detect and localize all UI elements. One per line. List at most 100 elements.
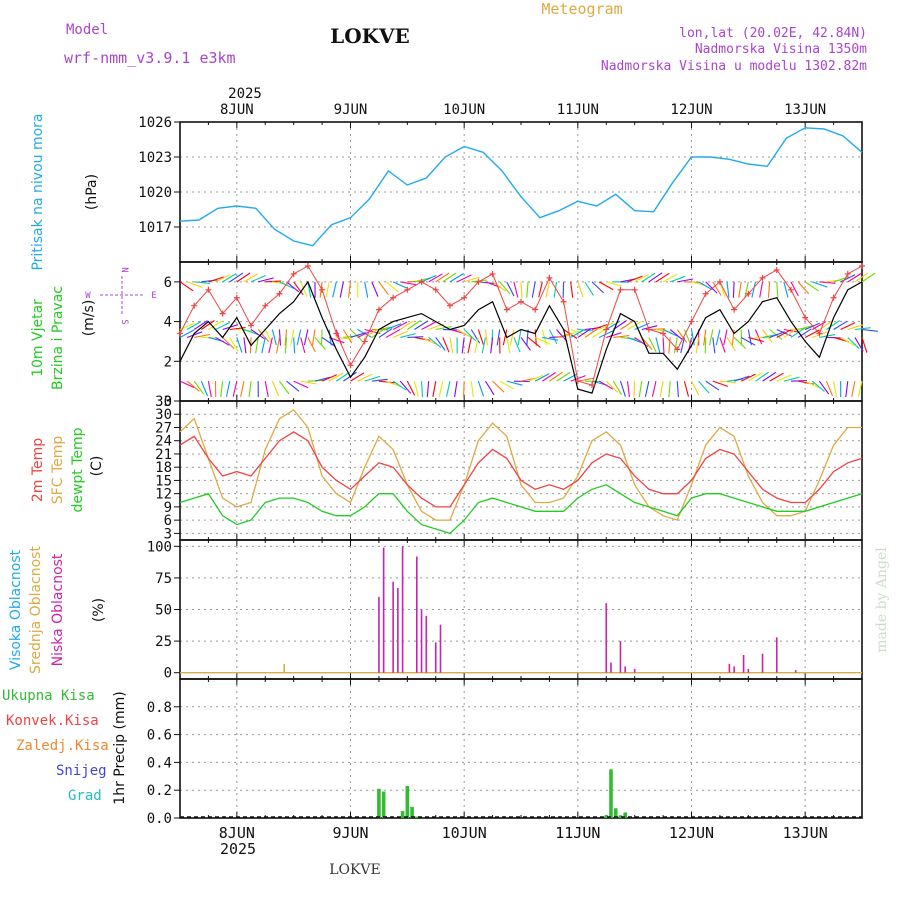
wind-barb [421, 336, 437, 345]
compass-east: E [151, 291, 156, 301]
wind-barb [598, 380, 614, 390]
wind-barb [755, 371, 770, 382]
wind-barb [490, 337, 494, 354]
wind-barb [248, 381, 252, 398]
wind-barb [485, 380, 495, 395]
ytick-label-cloud-0: 0 [164, 666, 172, 682]
footer-station: LOKVE [329, 862, 381, 878]
wind-barb [723, 329, 728, 346]
precip-panel: 0.0 0.2 0.4 0.6 0.8 [147, 678, 863, 827]
wind-barb [527, 337, 541, 348]
wind-barb [712, 281, 722, 296]
ytick-label-cloud-2: 50 [155, 603, 172, 619]
wind-barb [325, 281, 330, 298]
wind-barb [577, 328, 594, 332]
wind-barb [598, 322, 614, 331]
wind-barb [258, 277, 274, 283]
wind-barb [605, 380, 618, 393]
meteogram-title: Meteogram [541, 0, 622, 18]
wind-barb [542, 336, 559, 341]
wind-barb [407, 320, 421, 330]
wind-barb [709, 329, 714, 346]
wind-barb [726, 337, 736, 352]
wind-barb [733, 375, 750, 382]
wind-barb [348, 281, 352, 298]
wind-ylabel-1: 10m Vjetar [30, 299, 46, 377]
wind-barb [627, 321, 642, 330]
ytick-label-pressure-2: 1023 [138, 150, 172, 166]
wind-barb [371, 378, 388, 382]
frame-precip [179, 678, 863, 819]
wind-barb [648, 337, 657, 353]
wind-barb [556, 372, 571, 382]
gust-marker [205, 286, 212, 293]
wind-barb [421, 321, 436, 331]
wind-barb [406, 380, 416, 396]
gust-marker [816, 330, 823, 337]
wind-barb [549, 371, 563, 382]
wind-barb [496, 329, 501, 346]
wind-barb [705, 380, 720, 391]
wind-barb [776, 281, 779, 298]
wind-barb [655, 272, 670, 283]
wind-barb [563, 373, 579, 382]
wind-barb [804, 281, 819, 292]
wind-barb [385, 329, 401, 338]
wind-barb [357, 373, 373, 382]
wind-barb [179, 380, 195, 389]
wind-barb [513, 337, 521, 353]
wind-barb [840, 336, 855, 346]
wind-barb [627, 275, 643, 283]
wind-barb [591, 328, 606, 338]
wind-barb [545, 281, 550, 298]
wind-barb [531, 281, 536, 298]
wind-barb [435, 272, 450, 283]
wind-barb [811, 380, 825, 392]
wind-barb [762, 371, 777, 382]
gust-marker [319, 286, 326, 293]
wind-barb [392, 330, 409, 338]
ytick-label-cloud-4: 100 [147, 539, 172, 555]
temp-2m-line [179, 431, 863, 508]
cloud-ylabel-mid: Srednja Oblacnost [28, 546, 44, 674]
wind-barb [293, 281, 304, 296]
wind-barb [612, 380, 623, 396]
wind-barb [290, 329, 295, 346]
wind-barb [474, 337, 479, 354]
wind-barb [825, 380, 834, 397]
day-label-bottom-0: 8JUN [219, 824, 255, 842]
wind-barb [200, 380, 209, 397]
wind-barb [399, 380, 412, 394]
precip-bar [405, 786, 410, 818]
wind-barb [506, 281, 515, 297]
wind-barb [222, 337, 235, 349]
wind-barb [193, 320, 208, 330]
wind-barb [826, 320, 841, 330]
wind-barb [845, 381, 849, 398]
wind-barb [776, 329, 792, 337]
ytick-label-cloud-1: 25 [155, 634, 172, 650]
ytick-label-wind-0: 0 [164, 394, 172, 410]
day-label-top-4: 12JUN [670, 102, 712, 118]
wind-barb [194, 333, 211, 338]
wind-barb [818, 380, 830, 395]
ytick-label-wind-3: 6 [164, 275, 172, 291]
wind-barb [286, 281, 300, 293]
wind-barb [520, 281, 523, 298]
gust-marker [574, 378, 581, 385]
wind-barb [606, 281, 622, 287]
wind-barb [526, 329, 529, 346]
wind-barb [225, 381, 231, 397]
coordinates: lon,lat (20.02E, 42.84N) [679, 26, 867, 41]
wind-barb [712, 337, 716, 354]
model-altitude: Nadmorska Visina u modelu 1302.82m [601, 59, 867, 74]
wind-barb [193, 380, 205, 395]
gust-marker [532, 306, 539, 313]
wind-barb [526, 281, 529, 298]
wind-barb [492, 380, 505, 393]
legend-snow: Snijeg [56, 763, 107, 779]
ytick-label-precip-1: 0.2 [147, 783, 172, 799]
wind-barb [513, 281, 519, 298]
wind-barb [861, 337, 868, 353]
wind-barb [378, 281, 389, 296]
